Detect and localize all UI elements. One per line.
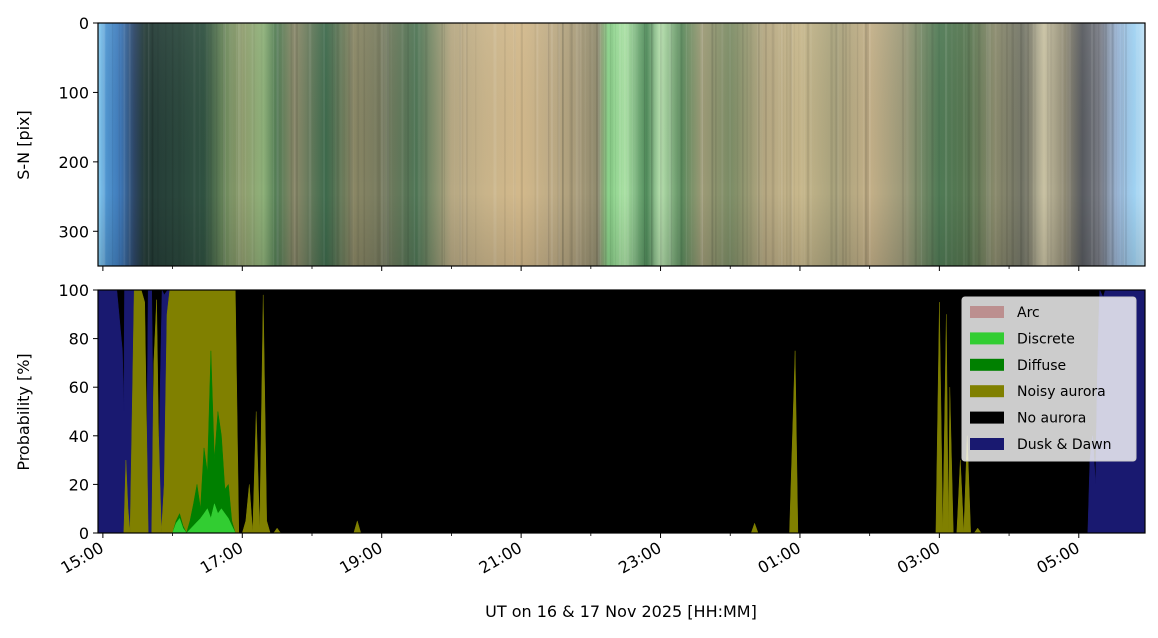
keogram-x-ticks [102,266,1080,271]
keogram-y-tick-label: 100 [58,83,89,102]
probability-series [98,290,1145,533]
x-tick-label: 23:00 [615,538,664,578]
legend-label: Noisy aurora [1017,384,1106,400]
x-tick-label: 15:00 [57,538,106,578]
probability-y-tick-label: 80 [69,330,89,349]
x-tick-label: 21:00 [476,538,525,578]
probability-y-tick-label: 20 [69,475,89,494]
keogram-y-tick-label: 300 [58,222,89,241]
keogram-y-tick-label: 200 [58,153,89,172]
probability-y-ticks: 0 20 40 60 80 100 [58,281,98,543]
probability-y-tick-label: 60 [69,378,89,397]
probability-y-tick-label: 0 [79,524,89,543]
probability-panel: 0 20 40 60 80 100 15:00 17:00 19:00 21:00 23:00 01… [14,281,1146,621]
series-dusk-dawn [98,290,1145,533]
keogram-panel: 0 100 200 300 S-N [pix] [14,14,1146,271]
legend-swatch [970,332,1004,345]
series-discrete [172,502,236,533]
legend: Arc Discrete Diffuse Noisy aurora No aurora D… [961,296,1137,462]
legend-box [961,296,1137,462]
legend-label: Dusk & Dawn [1017,437,1112,453]
probability-frame [97,289,1146,534]
legend-swatch [970,358,1004,371]
legend-label: Arc [1017,305,1040,321]
probability-y-tick-label: 40 [69,427,89,446]
legend-swatch [970,306,1004,318]
probability-x-ticks: 15:00 17:00 19:00 21:00 23:00 01:00 03:00 05:00 [57,533,1083,578]
x-tick-label: 19:00 [336,538,385,578]
legend-swatch [970,385,1004,398]
keogram-y-ticks: 0 100 200 300 [58,14,98,241]
x-tick-label: 01:00 [755,538,804,578]
legend-swatch [970,438,1004,450]
x-axis-label: UT on 16 & 17 Nov 2025 [HH:MM] [485,602,757,621]
series-diffuse [172,350,236,533]
x-tick-label: 17:00 [197,538,246,578]
probability-y-axis-label: Probability [%] [14,353,33,470]
x-tick-label: 03:00 [894,538,943,578]
legend-swatch [970,411,1004,424]
legend-label: Discrete [1017,331,1075,347]
legend-label: No aurora [1017,411,1086,427]
probability-y-tick-label: 100 [58,281,89,300]
x-tick-label: 05:00 [1033,538,1082,578]
legend-label: Diffuse [1017,358,1066,374]
keogram-y-axis-label: S-N [pix] [14,110,33,180]
keogram-y-tick-label: 0 [79,14,89,33]
keogram-frame [97,22,1146,267]
keogram-shading [98,23,1145,266]
